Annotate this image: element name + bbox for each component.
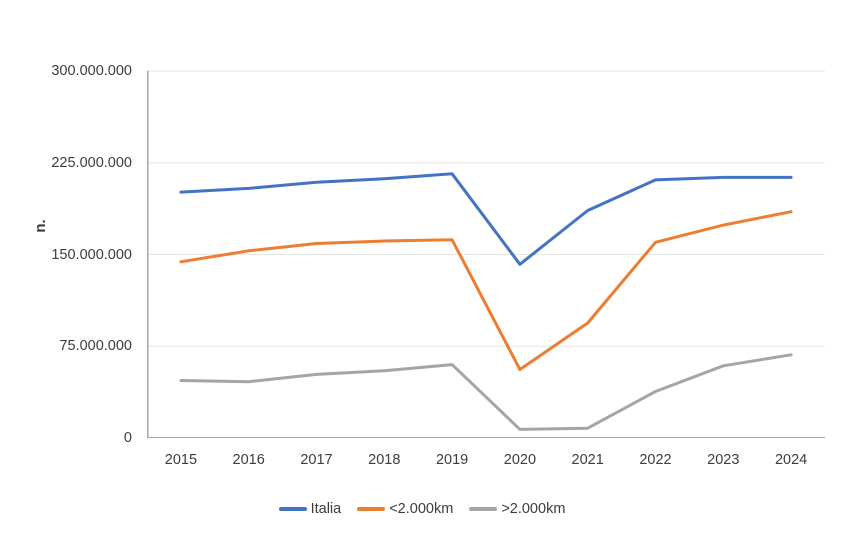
legend-item-2000km: >2.000km <box>469 501 565 517</box>
y-tick-label: 300.000.000 <box>51 63 132 79</box>
x-tick-label: 2020 <box>503 452 537 468</box>
series-line-2000km <box>179 353 793 431</box>
y-tick-label: 0 <box>123 430 132 446</box>
y-tick-label: 75.000.000 <box>59 338 132 355</box>
legend-label-2000km: >2.000km <box>501 501 566 517</box>
legend-swatch-2000km <box>469 507 498 511</box>
y-tick-label: 225.000.000 <box>51 154 132 171</box>
x-tick-label: 2024 <box>774 452 808 468</box>
x-tick-label: 2021 <box>571 452 604 468</box>
legend-label-2000km: <2.000km <box>389 501 454 517</box>
series-line-2000km <box>179 210 793 371</box>
y-tick-label: 150.000.000 <box>51 246 132 263</box>
legend-swatch-italia <box>278 507 307 511</box>
plot-area <box>147 70 825 438</box>
x-tick-label: 2016 <box>232 452 265 468</box>
legend-item-2000km: <2.000km <box>357 501 453 517</box>
x-tick-label: 2017 <box>300 452 333 468</box>
x-tick-label: 2023 <box>707 452 740 468</box>
x-tick-label: 2015 <box>164 452 198 468</box>
series-line-italia <box>179 172 793 266</box>
legend: Italia <2.000km >2.000km <box>0 501 844 517</box>
legend-item-italia: Italia <box>278 501 342 517</box>
x-tick-label: 2019 <box>435 452 469 468</box>
x-tick-label: 2022 <box>639 452 672 468</box>
x-tick-label: 2018 <box>368 452 401 468</box>
legend-swatch-2000km <box>357 507 386 511</box>
legend-label-italia: Italia <box>310 501 342 517</box>
y-axis-title: n. <box>31 219 49 233</box>
